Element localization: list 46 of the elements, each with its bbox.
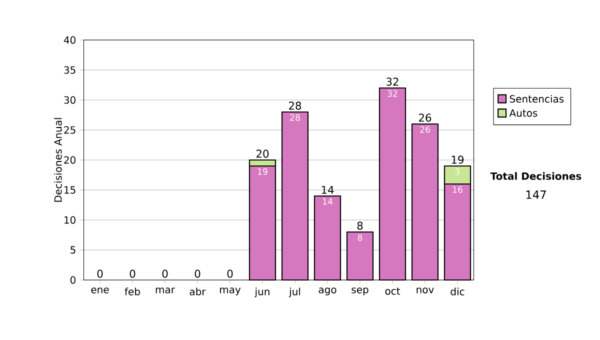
total-label: 32 [386,78,398,86]
x-tick-label: nov [416,288,434,294]
total-label: 8 [357,222,363,230]
y-tick-label: 10 [64,216,76,224]
y-tick-label: 35 [64,66,76,74]
total-label: 28 [288,102,302,110]
legend-label: Sentencias [510,94,564,103]
total-label: 0 [162,270,168,278]
x-tick-label: may [220,288,241,296]
text: 147 [526,190,546,199]
x-tick-label: ene [91,288,109,294]
y-tick-label: 30 [64,96,76,104]
y-axis-title: Decisiones Anual [54,118,62,202]
data-label: 8 [358,234,362,241]
y-tick-label: 15 [64,186,76,194]
x-tick-label: oct [385,288,400,295]
data-label: 28 [290,114,300,121]
text: Total Decisiones [490,172,582,180]
data-label: 19 [258,168,268,175]
x-tick-label: feb [124,288,140,296]
x-tick-label: jun [254,288,270,298]
total-label: 0 [97,270,103,278]
y-tick-label: 40 [64,36,76,44]
total-label: 0 [130,270,136,278]
x-tick-label: dic [450,288,464,296]
total-label: 19 [452,156,464,164]
x-tick-label: ago [318,288,336,296]
y-tick-label: 20 [64,156,76,164]
data-label: 16 [452,186,462,193]
x-tick-label: sep [352,288,368,296]
data-label: 3 [455,168,460,175]
total-label: 0 [227,270,233,278]
data-label: 14 [322,198,333,205]
data-label: 26 [420,126,430,133]
total-label: 26 [418,114,432,122]
x-tick-label: mar [156,288,175,294]
x-tick-label: abr [190,288,206,296]
y-tick-label: 5 [70,246,76,254]
data-label: 32 [388,90,398,97]
total-label: 20 [256,150,269,158]
y-tick-label: 0 [70,276,76,284]
total-label: 14 [322,186,334,194]
total-label: 0 [194,270,200,278]
legend-label: Autos [509,109,538,117]
y-tick-label: 25 [64,126,76,134]
x-tick-label: jul [288,288,300,298]
